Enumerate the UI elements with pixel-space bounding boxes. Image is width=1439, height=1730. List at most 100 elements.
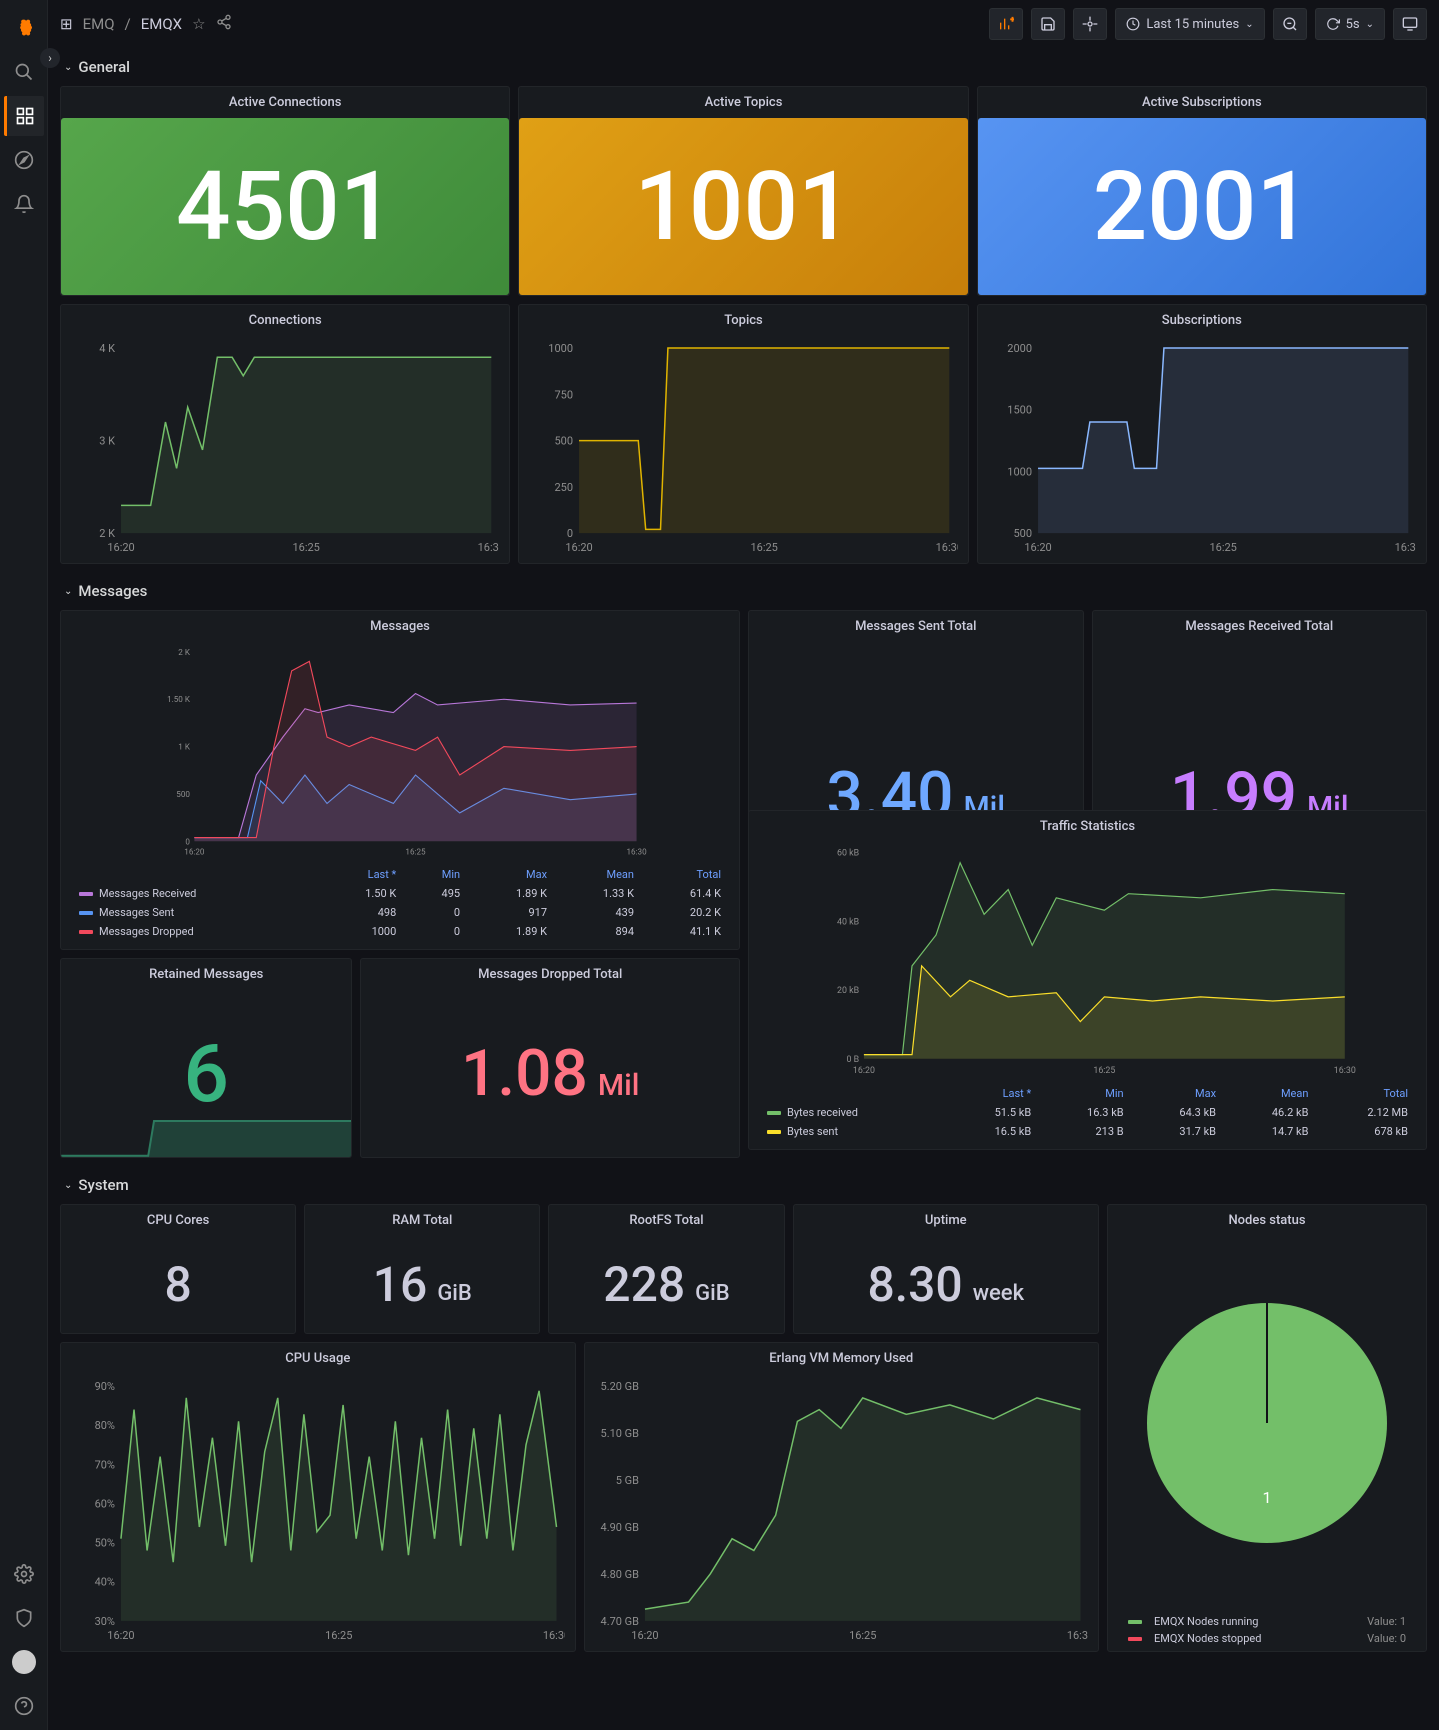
svg-text:16:20: 16:20 [107,1629,134,1642]
panel-title: CPU Usage [61,1343,575,1374]
panel-active-subscriptions: Active Subscriptions 2001 [977,86,1427,296]
chart: 4.70 GB4.80 GB4.90 GB5 GB5.10 GB5.20 GB1… [595,1378,1089,1645]
chevron-down-icon: ⌄ [64,62,72,73]
panel-title: Messages [61,611,739,642]
grafana-logo-icon[interactable] [4,8,44,48]
svg-text:500: 500 [555,435,574,448]
stat-value: 2001 [978,118,1426,295]
svg-text:16:20: 16:20 [566,541,593,554]
settings-button[interactable] [1073,8,1107,40]
svg-text:16:25: 16:25 [292,541,319,554]
svg-text:16:30: 16:30 [1066,1629,1088,1642]
svg-text:16:25: 16:25 [1209,541,1236,554]
panel-traffic-statistics: Traffic Statistics 0 B20 kB40 kB60 kB16:… [748,810,1427,1150]
refresh-label: 5s [1346,17,1360,32]
section-system[interactable]: ⌄ System [60,1166,1427,1204]
sidebar-expand-button[interactable]: › [40,48,60,68]
svg-text:4 K: 4 K [99,342,115,355]
panel-title: Subscriptions [978,305,1426,336]
topbar: ⊞ EMQ / EMQX ☆ + Last 15 minutes [60,0,1427,48]
chart: 2 K3 K4 K16:2016:2516:30 [71,340,499,557]
panel-title: Retained Messages [61,959,351,990]
svg-text:0 B: 0 B [846,1055,859,1065]
svg-text:16:25: 16:25 [1093,1066,1115,1076]
svg-text:16:30: 16:30 [478,541,500,554]
timerange-button[interactable]: Last 15 minutes ⌄ [1115,8,1264,40]
svg-text:250: 250 [555,481,574,494]
section-messages[interactable]: ⌄ Messages [60,572,1427,610]
svg-text:0: 0 [567,527,573,540]
section-general[interactable]: ⌄ General [60,48,1427,86]
tv-mode-button[interactable] [1393,8,1427,40]
avatar[interactable] [4,1642,44,1682]
svg-text:0: 0 [185,836,190,846]
panel-rootfs-total: RootFS Total 228GiB [548,1204,784,1334]
svg-text:1000: 1000 [1007,465,1032,478]
breadcrumb-page[interactable]: EMQX [141,15,182,33]
alerting-icon[interactable] [4,184,44,224]
svg-text:16:30: 16:30 [627,847,648,857]
chart: 05001 K1.50 K2 K16:2016:2516:30 [71,646,729,859]
svg-text:2 K: 2 K [178,647,191,657]
svg-text:80%: 80% [95,1419,115,1432]
svg-text:90%: 90% [95,1380,115,1393]
config-icon[interactable] [4,1554,44,1594]
chart: 0 B20 kB40 kB60 kB16:2016:2516:30 [759,846,1416,1078]
chart-legend: Last *MinMaxMeanTotalBytes received51.5 … [759,1084,1416,1141]
chevron-down-icon: ⌄ [64,1180,72,1191]
share-icon[interactable] [216,14,232,34]
section-title: System [78,1176,128,1194]
panel-ram-total: RAM Total 16GiB [304,1204,540,1334]
svg-text:3 K: 3 K [99,435,115,448]
svg-text:16:25: 16:25 [751,541,778,554]
panel-title: Active Subscriptions [978,87,1426,118]
panel-title: CPU Cores [61,1205,295,1236]
svg-text:1 K: 1 K [178,742,191,752]
search-icon[interactable] [4,52,44,92]
panel-title: RootFS Total [549,1205,783,1236]
svg-text:5.10 GB: 5.10 GB [600,1427,639,1440]
svg-text:50%: 50% [95,1537,115,1550]
breadcrumb-folder[interactable]: EMQ [83,15,115,33]
save-button[interactable] [1031,8,1065,40]
svg-text:30%: 30% [95,1615,115,1628]
panel-title: Active Topics [519,87,967,118]
svg-text:1500: 1500 [1007,404,1032,417]
panel-messages-chart: Messages 05001 K1.50 K2 K16:2016:2516:30… [60,610,740,950]
help-icon[interactable] [4,1686,44,1726]
panel-uptime: Uptime 8.30week [793,1204,1099,1334]
refresh-button[interactable]: 5s ⌄ [1315,8,1385,40]
svg-text:16:20: 16:20 [107,541,134,554]
svg-text:2000: 2000 [1007,342,1032,355]
star-icon[interactable]: ☆ [192,15,205,33]
dashboards-icon[interactable] [4,96,44,136]
pie-label: 1 [1263,1488,1272,1507]
svg-text:4.90 GB: 4.90 GB [600,1521,639,1534]
section-title: Messages [78,582,147,600]
svg-text:70%: 70% [95,1458,115,1471]
svg-text:40 kB: 40 kB [837,917,859,927]
svg-text:500: 500 [1013,527,1032,540]
stat-value: 8 [61,1236,295,1333]
stat-value: 4501 [61,118,509,295]
svg-text:4.80 GB: 4.80 GB [600,1568,639,1581]
panel-messages-dropped-total: Messages Dropped Total 1.08 Mil [360,958,740,1158]
svg-text:16:25: 16:25 [325,1629,352,1642]
zoom-out-button[interactable] [1273,8,1307,40]
chevron-down-icon: ⌄ [1245,19,1253,30]
panel-topics-chart: Topics 0250500750100016:2016:2516:30 [518,304,968,564]
explore-icon[interactable] [4,140,44,180]
stat-value: 228GiB [549,1236,783,1333]
section-title: General [78,58,130,76]
panel-title: Active Connections [61,87,509,118]
stat-value: 1.08 Mil [361,990,739,1157]
chevron-down-icon: ⌄ [64,586,72,597]
svg-text:1.50 K: 1.50 K [167,694,191,704]
svg-text:16:30: 16:30 [936,541,958,554]
stat-value: 16GiB [305,1236,539,1333]
panel-cpu-usage: CPU Usage 30%40%50%60%70%80%90%16:2016:2… [60,1342,576,1652]
panel-title: RAM Total [305,1205,539,1236]
svg-text:16:25: 16:25 [405,847,426,857]
add-panel-button[interactable]: + [989,8,1023,40]
shield-icon[interactable] [4,1598,44,1638]
